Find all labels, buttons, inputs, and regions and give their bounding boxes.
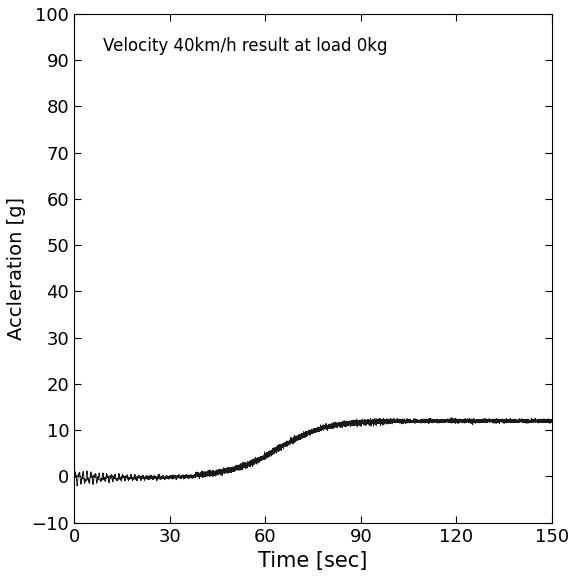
X-axis label: Time [sec]: Time [sec]	[259, 551, 367, 571]
Y-axis label: Accleration [g]: Accleration [g]	[7, 197, 26, 340]
Text: Velocity 40km/h result at load 0kg: Velocity 40km/h result at load 0kg	[103, 37, 387, 55]
